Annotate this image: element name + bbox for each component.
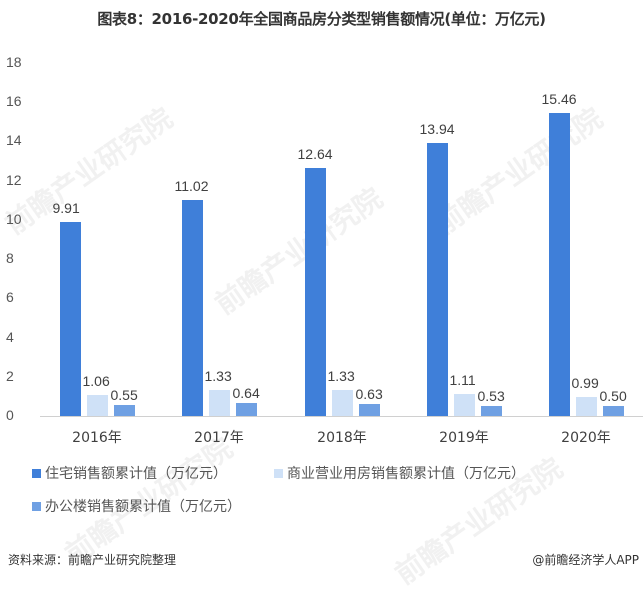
value-label: 1.06 [82, 373, 110, 390]
value-label: 12.64 [297, 146, 333, 163]
credit-note: @前瞻经济学人APP [532, 553, 639, 567]
y-tick-label: 12 [6, 171, 22, 188]
y-tick-label: 6 [6, 289, 14, 306]
value-label: 0.55 [110, 387, 138, 404]
legend-item: 住宅销售额累计值（万亿元） [32, 463, 227, 483]
bar-commercial [576, 396, 597, 416]
bar-commercial [87, 395, 108, 416]
value-label: 13.94 [419, 120, 455, 137]
watermark-text: 前瞻产业研究院 [429, 101, 609, 241]
legend-label: 办公楼销售额累计值（万亿元） [45, 499, 241, 515]
legend-item: 办公楼销售额累计值（万亿元） [32, 496, 241, 516]
bar-office [236, 403, 257, 416]
chart-title: 图表8：2016-2020年全国商品房分类型销售额情况(单位：万亿元) [97, 10, 546, 28]
bar-residential [549, 112, 570, 416]
value-label: 11.02 [174, 177, 209, 194]
bar-residential [182, 199, 203, 416]
y-tick-label: 8 [6, 250, 14, 267]
y-tick-label: 0 [6, 407, 14, 423]
legend-label: 商业营业用房销售额累计值（万亿元） [287, 466, 525, 482]
y-tick-label: 10 [6, 210, 22, 227]
value-label: 0.53 [477, 387, 505, 404]
value-label: 0.64 [232, 385, 260, 402]
y-tick-label: 4 [6, 328, 14, 345]
y-tick-label: 2 [6, 367, 14, 384]
x-tick-label: 2017年 [194, 430, 244, 446]
bar-office [359, 403, 380, 416]
x-axis-line [40, 416, 643, 417]
bar-residential [305, 168, 326, 416]
bar-commercial [209, 389, 230, 416]
bar-office [481, 405, 502, 416]
value-label: 0.63 [355, 385, 383, 402]
value-label: 0.50 [599, 388, 627, 405]
value-label: 9.91 [52, 199, 80, 216]
source-note: 资料来源：前瞻产业研究院整理 [8, 553, 177, 567]
bar-office [114, 405, 135, 416]
bar-residential [60, 221, 81, 416]
bar-commercial [332, 389, 353, 416]
y-tick-label: 16 [6, 93, 22, 110]
x-tick-label: 2019年 [439, 430, 489, 446]
legend-swatch-icon [274, 468, 283, 478]
legend-swatch-icon [32, 501, 41, 511]
bar-commercial [454, 394, 475, 416]
legend-item: 商业营业用房销售额累计值（万亿元） [274, 463, 525, 483]
value-label: 15.46 [541, 90, 577, 107]
value-label: 1.11 [449, 372, 476, 389]
legend-label: 住宅销售额累计值（万亿元） [45, 466, 227, 482]
watermark-text: 前瞻产业研究院 [209, 181, 389, 321]
value-label: 0.99 [571, 374, 599, 391]
y-tick-label: 18 [6, 54, 22, 70]
x-tick-label: 2016年 [72, 430, 122, 446]
value-label: 1.33 [204, 367, 232, 384]
bar-residential [427, 142, 448, 416]
chart: 图表8：2016-2020年全国商品房分类型销售额情况(单位：万亿元) 前瞻产业… [0, 10, 643, 591]
bar-office [603, 406, 624, 416]
legend-swatch-icon [32, 468, 41, 478]
x-tick-label: 2018年 [317, 430, 367, 446]
y-tick-label: 14 [6, 132, 22, 149]
value-label: 1.33 [327, 367, 355, 384]
x-tick-label: 2020年 [561, 430, 611, 446]
